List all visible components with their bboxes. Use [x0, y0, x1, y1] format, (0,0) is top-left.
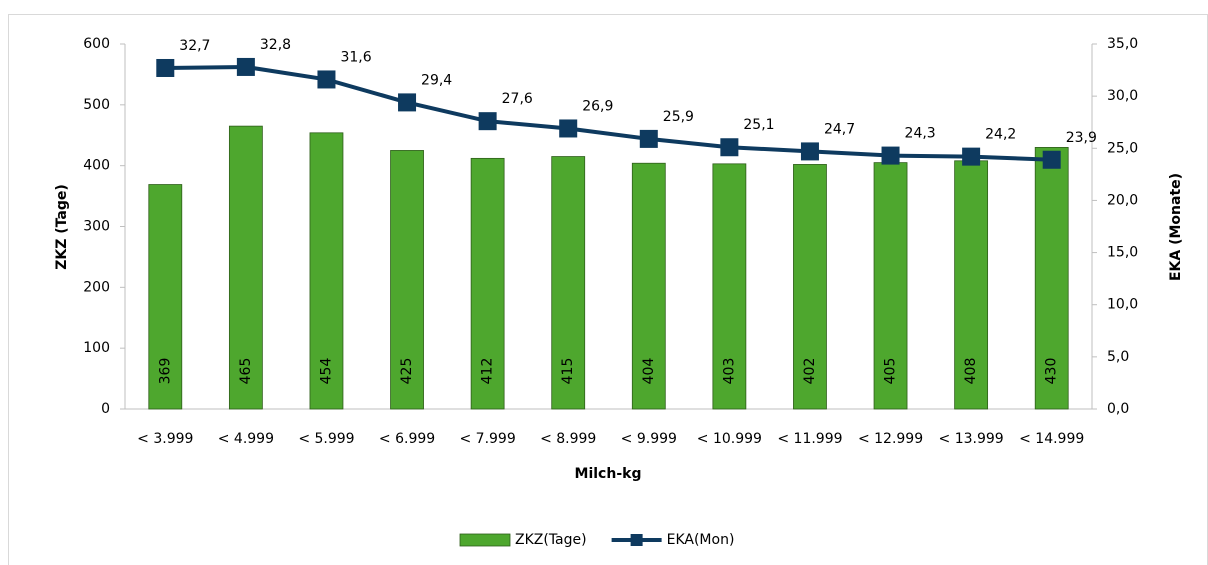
- bar-value-label: 465: [238, 358, 254, 385]
- y2-tick-label: 0,0: [1107, 401, 1129, 417]
- line-value-label: 24,3: [905, 126, 936, 142]
- line-marker: [962, 147, 981, 166]
- line-marker: [236, 57, 255, 76]
- bar: [712, 163, 747, 410]
- line-value-label: 29,4: [421, 72, 452, 88]
- line-marker: [478, 112, 497, 131]
- bar-value-label: 408: [963, 358, 979, 385]
- y-tick-label: 300: [83, 219, 110, 235]
- bar: [1034, 147, 1069, 410]
- y-tick-label: 100: [83, 340, 110, 356]
- line-marker: [881, 146, 900, 165]
- x-axis-title: Milch-kg: [575, 466, 642, 482]
- legend-label: ZKZ(Tage): [515, 532, 587, 548]
- y-tick-label: 600: [83, 36, 110, 52]
- bar-value-label: 415: [560, 358, 576, 385]
- x-tick-label: < 14.999: [1019, 431, 1084, 447]
- bar-value-label: 369: [157, 358, 173, 385]
- bar-value-label: 454: [318, 358, 334, 385]
- x-tick-label: < 13.999: [939, 431, 1004, 447]
- bar: [309, 132, 344, 410]
- bar: [873, 162, 908, 410]
- bar: [148, 184, 183, 410]
- line-marker: [1042, 150, 1061, 169]
- line-value-label: 27,6: [502, 91, 533, 107]
- chart-border: [8, 14, 1208, 565]
- bar: [228, 125, 263, 410]
- line-marker: [800, 142, 819, 161]
- legend-label: EKA(Mon): [667, 532, 735, 548]
- line-value-label: 24,7: [824, 121, 855, 137]
- line-marker: [720, 138, 739, 157]
- bar-value-label: 405: [883, 358, 899, 385]
- bar-value-label: 403: [721, 358, 737, 385]
- bar-value-label: 430: [1044, 358, 1060, 385]
- y-axis-title: ZKZ (Tage): [54, 184, 70, 270]
- legend-swatch-marker: [630, 534, 643, 546]
- y-tick-label: 500: [83, 97, 110, 113]
- line-value-label: 26,9: [582, 98, 613, 114]
- line-value-label: 24,2: [985, 127, 1016, 143]
- x-tick-label: < 5.999: [298, 431, 354, 447]
- line-value-label: 23,9: [1066, 130, 1097, 146]
- line-value-label: 32,8: [260, 37, 291, 53]
- bar: [793, 164, 827, 410]
- x-tick-label: < 8.999: [540, 431, 596, 447]
- x-tick-label: < 11.999: [777, 431, 842, 447]
- y2-tick-label: 35,0: [1107, 36, 1138, 52]
- bar: [631, 162, 666, 410]
- y2-tick-label: 30,0: [1107, 88, 1138, 104]
- y2-axis-title: EKA (Monate): [1168, 173, 1184, 281]
- line-marker: [317, 70, 336, 89]
- line-value-label: 31,6: [340, 49, 371, 65]
- y2-tick-label: 15,0: [1107, 245, 1138, 261]
- bar: [390, 150, 424, 410]
- bar-value-label: 402: [802, 358, 818, 385]
- bar: [551, 156, 586, 410]
- y-tick-label: 400: [83, 158, 110, 174]
- y2-tick-label: 5,0: [1107, 349, 1129, 365]
- bar-value-label: 412: [480, 358, 496, 385]
- y-tick-label: 200: [83, 279, 110, 295]
- y-tick-label: 0: [101, 401, 110, 417]
- x-tick-label: < 4.999: [218, 431, 274, 447]
- x-tick-label: < 7.999: [459, 431, 515, 447]
- legend-swatch: [459, 533, 511, 547]
- x-tick-label: < 9.999: [621, 431, 677, 447]
- line-value-label: 32,7: [179, 38, 210, 54]
- bar-value-label: 404: [641, 358, 657, 385]
- line-marker: [156, 58, 175, 77]
- line-marker: [639, 129, 658, 148]
- y2-tick-label: 25,0: [1107, 140, 1138, 156]
- x-tick-label: < 6.999: [379, 431, 435, 447]
- y2-tick-label: 10,0: [1107, 297, 1138, 313]
- bar: [954, 160, 989, 410]
- line-value-label: 25,9: [663, 109, 694, 125]
- x-tick-label: < 3.999: [137, 431, 193, 447]
- x-tick-label: < 10.999: [697, 431, 762, 447]
- line-marker: [398, 93, 417, 112]
- y2-tick-label: 20,0: [1107, 192, 1138, 208]
- line-marker: [559, 119, 578, 138]
- line-value-label: 25,1: [743, 117, 774, 133]
- x-tick-label: < 12.999: [858, 431, 923, 447]
- bar-value-label: 425: [399, 358, 415, 385]
- line: [165, 64, 1052, 162]
- bar: [470, 157, 505, 410]
